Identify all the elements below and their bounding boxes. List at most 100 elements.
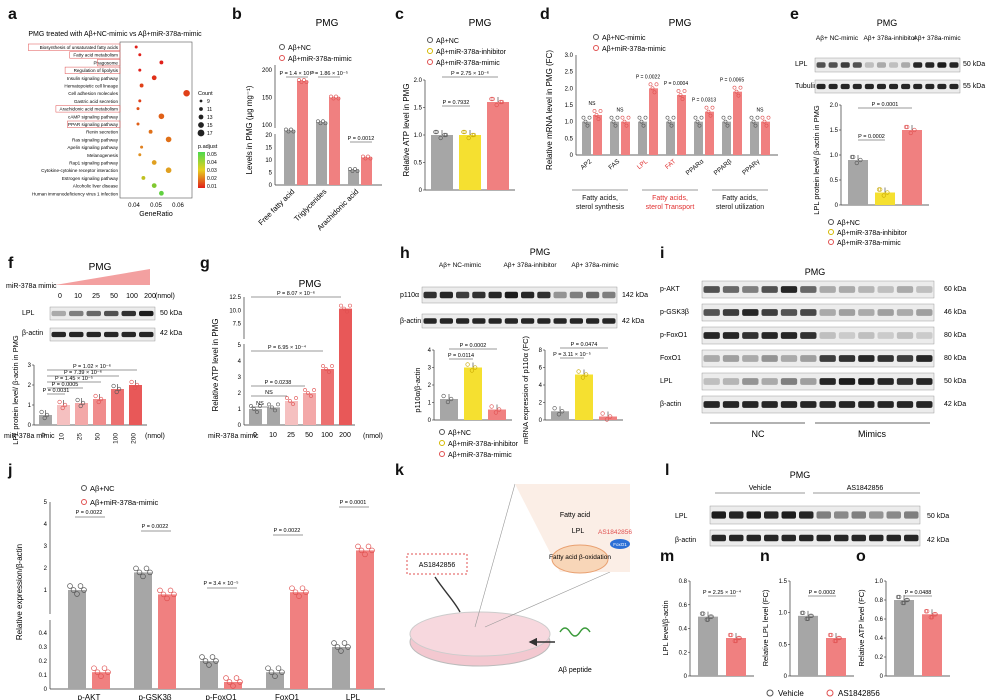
dose-label: 50 bbox=[110, 293, 118, 300]
y-tick-label: 2 bbox=[238, 391, 242, 397]
data-point bbox=[462, 129, 467, 135]
data-point bbox=[592, 109, 597, 113]
data-point bbox=[762, 119, 767, 124]
data-point bbox=[885, 190, 890, 195]
data-point bbox=[760, 115, 765, 120]
p-value: P = 0.0474 bbox=[571, 342, 598, 348]
count-legend-dot bbox=[198, 114, 204, 120]
panel-c-ylabel: Relative ATP level in PMG bbox=[402, 83, 411, 176]
kda-label: 50 kDa bbox=[944, 378, 966, 385]
data-point bbox=[368, 156, 373, 161]
data-point bbox=[289, 585, 295, 591]
enrichment-dot bbox=[138, 53, 142, 57]
dose-label: 100 bbox=[126, 293, 138, 300]
panel-e: PMG Aβ+ NC-mimic Aβ+ 378a-inhibitor Aβ+ … bbox=[795, 0, 1000, 250]
p-value: NS bbox=[265, 390, 273, 396]
x-tick-label: 25 bbox=[287, 432, 295, 439]
data-point bbox=[249, 404, 253, 408]
i-blot-band bbox=[780, 355, 798, 362]
i-blot-band bbox=[896, 378, 914, 385]
bar bbox=[316, 122, 327, 185]
panel-label-i: i bbox=[660, 245, 665, 262]
data-point bbox=[345, 644, 351, 650]
bar bbox=[894, 600, 914, 676]
data-point bbox=[552, 406, 557, 411]
enrichment-dot bbox=[139, 83, 144, 88]
legend-bottom-0: Vehicle bbox=[778, 689, 804, 698]
legend-marker-nc bbox=[279, 44, 285, 50]
tubulin-blot-band bbox=[925, 83, 935, 90]
panel-e-row: LPL bbox=[795, 61, 808, 68]
p110a-blot-band bbox=[569, 291, 583, 299]
p-value: P = 1.4 × 10⁻⁵ bbox=[279, 70, 314, 77]
y-tick-label: 1 bbox=[28, 403, 32, 409]
panel-l: PMG Vehicle AS1842856 LPL β-actin 50 kDa… bbox=[675, 470, 949, 547]
panel-a-xlabel: GeneRatio bbox=[139, 211, 173, 218]
legend-marker-inhibitor bbox=[427, 48, 433, 54]
i-blot-band bbox=[703, 401, 720, 408]
data-point bbox=[285, 396, 289, 400]
y-tick-label: 1.5 bbox=[414, 106, 423, 112]
actin-blot-band bbox=[886, 534, 901, 542]
i-blot-membrane bbox=[701, 303, 935, 322]
lpl-blot-band bbox=[729, 511, 744, 519]
data-point bbox=[836, 635, 841, 641]
pathway-label: Gastric acid secretion bbox=[74, 99, 119, 104]
y-tick-label: 5 bbox=[44, 500, 48, 506]
data-point bbox=[291, 402, 295, 406]
data-point bbox=[329, 94, 333, 99]
bar bbox=[459, 135, 481, 190]
data-point bbox=[849, 154, 855, 160]
bar bbox=[750, 121, 759, 155]
data-point bbox=[94, 669, 101, 675]
dose-label: 10 bbox=[74, 293, 82, 300]
panel-j-legend-1: Aβ+miR-378a-mimic bbox=[90, 498, 159, 507]
panel-d-legend-1: Aβ+miR-378a-mimic bbox=[602, 46, 666, 53]
data-point bbox=[766, 115, 771, 120]
pathway-label: Biosynthesis of unsaturated fatty acids bbox=[40, 45, 119, 50]
y-tick-label: 2.0 bbox=[830, 103, 839, 109]
i-blot-membrane bbox=[701, 349, 935, 368]
data-point bbox=[272, 673, 278, 679]
x-tick-label: FoxO1 bbox=[275, 693, 300, 700]
bar bbox=[440, 399, 458, 420]
y-tick-label: 20 bbox=[265, 133, 272, 139]
i-blot-band bbox=[742, 355, 759, 362]
count-legend-dot bbox=[199, 99, 203, 103]
bar bbox=[875, 192, 895, 205]
actin-blot-band bbox=[537, 318, 551, 324]
data-point bbox=[341, 640, 348, 646]
y-tick-label: 0.2 bbox=[39, 659, 48, 665]
bar bbox=[339, 308, 352, 425]
data-point bbox=[895, 594, 901, 600]
pathway-label: Melanogenesis bbox=[87, 153, 119, 158]
p110a-blot-band bbox=[504, 291, 518, 299]
data-point bbox=[499, 99, 505, 105]
panel-c-legend-2: Aβ+miR-378a-mimic bbox=[436, 60, 500, 67]
i-blot-band bbox=[858, 332, 875, 339]
panel-e-ylabel: LPL protein level/ β-actin in PMG bbox=[812, 105, 821, 215]
data-point bbox=[643, 115, 648, 120]
y-tick-label: 2.0 bbox=[565, 86, 574, 92]
data-point bbox=[805, 616, 811, 621]
actin-blot-band bbox=[104, 331, 119, 338]
bar bbox=[356, 550, 374, 689]
panel-label-l: l bbox=[665, 462, 670, 479]
x-tick-label: p-FoxO1 bbox=[205, 693, 237, 700]
actin-blot-band bbox=[711, 534, 726, 542]
actin-blot-band bbox=[423, 318, 437, 324]
i-blot-band bbox=[858, 309, 875, 316]
panel-h-col: Aβ+ 378a-mimic bbox=[571, 262, 619, 269]
panel-e-kda: 55 kDa bbox=[963, 83, 985, 90]
actin-blot-band bbox=[569, 318, 583, 324]
i-blot-band bbox=[877, 378, 894, 385]
data-point bbox=[230, 683, 236, 689]
lpl-blot-band bbox=[864, 62, 874, 68]
data-point bbox=[365, 543, 372, 550]
data-point bbox=[134, 382, 140, 388]
bar bbox=[694, 121, 703, 155]
lpl-blot-band bbox=[904, 511, 919, 519]
group-label: Fatty acids, bbox=[582, 195, 618, 202]
data-point bbox=[732, 638, 737, 644]
actin-blot-band bbox=[602, 318, 616, 324]
